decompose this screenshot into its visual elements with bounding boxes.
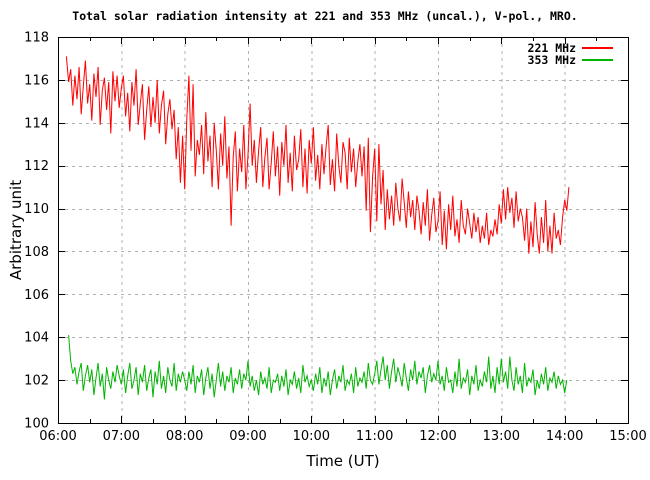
x-tick-label: 06:00 [39, 429, 76, 444]
plot-border [58, 37, 629, 424]
y-tick-label: 110 [24, 202, 49, 217]
legend-row-221mhz: 221 MHz [527, 41, 613, 55]
legend-row-353mhz: 353 MHz [527, 53, 613, 67]
x-tick-label: 10:00 [293, 429, 330, 444]
legend-line-sample [582, 59, 613, 61]
y-tick-label: 102 [24, 374, 49, 389]
series-line-353-mhz [68, 335, 568, 400]
legend-line-sample [582, 47, 613, 49]
x-tick-label: 13:00 [483, 429, 520, 444]
grid-lines [58, 37, 628, 423]
y-tick-label: 106 [24, 288, 49, 303]
x-tick-label: 12:00 [419, 429, 456, 444]
x-tick-label: 11:00 [356, 429, 393, 444]
x-tick-label: 09:00 [229, 429, 266, 444]
y-tick-label: 118 [24, 31, 49, 46]
y-tick-label: 112 [24, 159, 49, 174]
y-tick-label: 100 [24, 417, 49, 432]
y-tick-label: 116 [24, 73, 49, 88]
x-tick-label: 15:00 [609, 429, 646, 444]
y-tick-label: 108 [24, 245, 49, 260]
x-tick-labels: 06:00 07:00 08:00 09:00 10:00 11:00 12:00 13:00… [39, 429, 646, 444]
data-series [65, 56, 570, 400]
series-line-221-mhz [65, 56, 570, 254]
legend: 221 MHz 353 MHz [527, 41, 613, 67]
x-axis-label: Time (UT) [306, 452, 380, 470]
y-tick-labels: 100 102 104 106 108 110 112 114 116 118 [24, 31, 49, 432]
plot-frame [58, 37, 629, 424]
x-tick-label: 07:00 [103, 429, 140, 444]
y-tick-label: 104 [24, 331, 49, 346]
legend-label-221mhz: 221 MHz [527, 41, 576, 55]
y-axis-label: Arbitrary unit [7, 179, 25, 281]
x-tick-label: 08:00 [166, 429, 203, 444]
x-tick-label: 14:00 [546, 429, 583, 444]
legend-label-353mhz: 353 MHz [527, 53, 576, 67]
y-tick-label: 114 [24, 116, 49, 131]
chart-title: Total solar radiation intensity at 221 a… [72, 9, 578, 23]
